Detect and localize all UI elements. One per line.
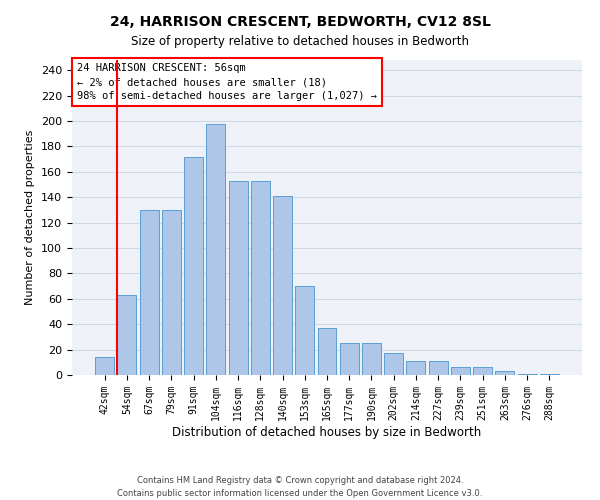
Text: 24 HARRISON CRESCENT: 56sqm
← 2% of detached houses are smaller (18)
98% of semi: 24 HARRISON CRESCENT: 56sqm ← 2% of deta… <box>77 63 377 101</box>
Bar <box>118 295 136 375</box>
Bar <box>140 210 158 375</box>
Text: Size of property relative to detached houses in Bedworth: Size of property relative to detached ho… <box>131 35 469 48</box>
Bar <box>384 354 403 375</box>
Bar <box>518 374 536 375</box>
Bar <box>340 343 359 375</box>
Y-axis label: Number of detached properties: Number of detached properties <box>25 130 35 305</box>
Bar <box>429 361 448 375</box>
Bar <box>451 368 470 375</box>
Bar <box>496 371 514 375</box>
Bar <box>295 286 314 375</box>
Bar <box>317 328 337 375</box>
Bar <box>251 180 270 375</box>
Text: 24, HARRISON CRESCENT, BEDWORTH, CV12 8SL: 24, HARRISON CRESCENT, BEDWORTH, CV12 8S… <box>110 15 490 29</box>
Text: Contains HM Land Registry data © Crown copyright and database right 2024.
Contai: Contains HM Land Registry data © Crown c… <box>118 476 482 498</box>
Bar <box>184 156 203 375</box>
Bar <box>162 210 181 375</box>
Bar <box>540 374 559 375</box>
Bar <box>473 368 492 375</box>
Bar <box>362 343 381 375</box>
Bar <box>406 361 425 375</box>
Bar <box>95 357 114 375</box>
Bar <box>229 180 248 375</box>
X-axis label: Distribution of detached houses by size in Bedworth: Distribution of detached houses by size … <box>172 426 482 438</box>
Bar <box>273 196 292 375</box>
Bar <box>206 124 225 375</box>
